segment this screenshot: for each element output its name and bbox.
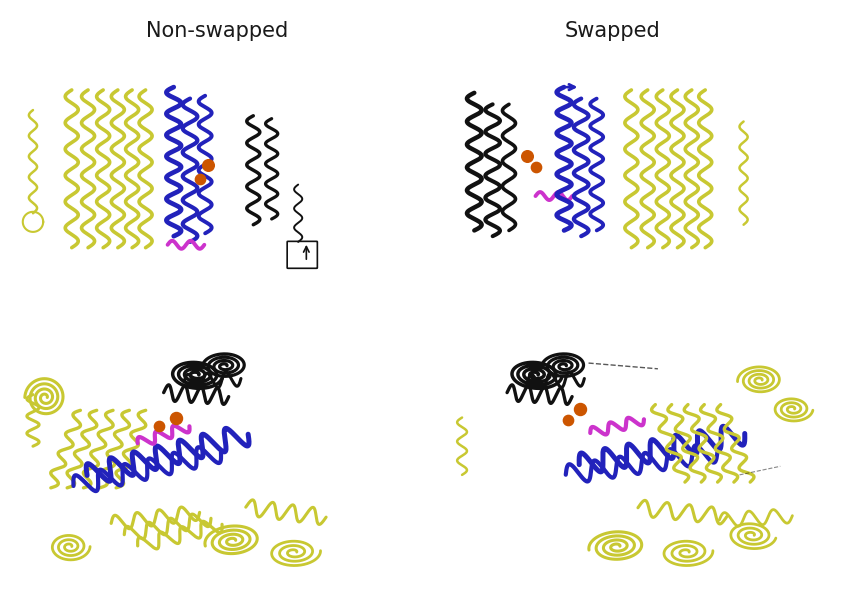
Text: Non-swapped: Non-swapped [145,21,288,41]
Point [169,412,183,422]
Point [529,162,542,172]
Point [520,151,534,161]
Text: Swapped: Swapped [564,21,660,41]
Point [574,404,587,414]
Point [561,415,575,425]
Point [201,160,215,170]
Point [194,174,207,184]
Point [153,422,167,431]
